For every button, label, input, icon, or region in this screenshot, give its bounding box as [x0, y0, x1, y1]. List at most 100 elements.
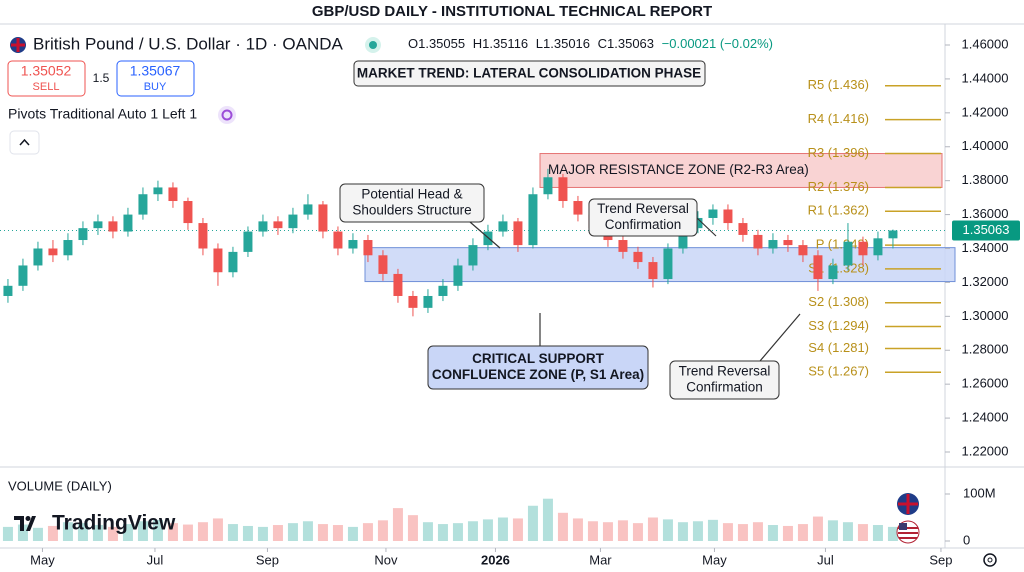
gb-flag-cross: [11, 38, 25, 52]
y-tick-label: 1.22000: [962, 443, 1009, 458]
annotation-text: CONFLUENCE ZONE (P, S1 Area): [432, 367, 644, 382]
candle-body: [333, 231, 343, 249]
annotation-box: [427, 345, 649, 390]
candle-body: [693, 217, 703, 229]
x-tick-label: Sep: [929, 552, 952, 567]
volume-bar: [332, 525, 343, 541]
market-trend-box: [353, 60, 706, 87]
volume-bar: [362, 523, 373, 541]
candle-body: [33, 248, 43, 266]
candle-body: [108, 221, 118, 232]
volume-bar: [782, 525, 793, 541]
pivot-label: S2 (1.308): [808, 294, 869, 309]
candle-body: [888, 230, 898, 239]
indicator-icon[interactable]: [218, 106, 236, 124]
candle-body: [408, 295, 418, 308]
ohlc-change: −0.00021 (−0.02%): [662, 36, 773, 51]
candle-body: [813, 255, 823, 280]
volume-bar: [662, 519, 673, 541]
volume-bar: [2, 526, 13, 541]
spread: 1.5: [93, 71, 110, 85]
volume-bar: [722, 523, 733, 541]
volume-bar: [737, 524, 748, 541]
candle-body: [798, 245, 808, 256]
settings-icon-center: [987, 557, 993, 563]
volume-bar: [182, 524, 193, 541]
candle-body: [213, 248, 223, 273]
logo-text[interactable]: TradingView: [52, 512, 176, 535]
x-tick-label: May: [702, 552, 727, 567]
y-tick-label: 1.34000: [962, 240, 1009, 255]
candle-body: [768, 240, 778, 249]
candle-body: [753, 234, 763, 249]
y-tick-label: 1.24000: [962, 410, 1009, 425]
ohlc-header: O1.35055 H1.35116 L1.35016 C1.35063 −0.0…: [408, 36, 773, 51]
candle-body: [393, 273, 403, 296]
candle-body: [708, 209, 718, 218]
volume-tick-label: 100M: [963, 485, 996, 500]
candle-body: [453, 265, 463, 286]
candle-body: [288, 214, 298, 229]
candle-body: [648, 262, 658, 280]
volume-bar: [887, 526, 898, 541]
candle-body: [663, 248, 673, 280]
candle-body: [123, 214, 133, 232]
pivot-label: R4 (1.416): [808, 111, 869, 126]
candle-body: [348, 240, 358, 249]
annotation-arrow: [759, 313, 801, 362]
candle-body: [498, 221, 508, 232]
candle-body: [738, 223, 748, 235]
volume-bar: [542, 498, 553, 541]
candle-body: [438, 285, 448, 296]
volume-bar: [152, 519, 163, 541]
y-tick-label: 1.38000: [962, 172, 1009, 187]
annotation-text: Trend Reversal: [679, 364, 771, 379]
volume-label: VOLUME (DAILY): [8, 478, 112, 493]
volume-bar: [392, 508, 403, 541]
volume-bar: [137, 521, 148, 541]
candle-body: [543, 177, 553, 195]
x-tick-label: Jul: [147, 552, 164, 567]
sell-price: 1.35052: [21, 63, 72, 79]
volume-bar: [602, 522, 613, 541]
resistance-zone-label: MAJOR RESISTANCE ZONE (R2-R3 Area): [548, 162, 809, 177]
collapse-button[interactable]: [9, 130, 40, 155]
indicator-label[interactable]: Pivots Traditional Auto 1 Left 1: [8, 106, 197, 122]
symbol-name[interactable]: British Pound / U.S. Dollar · 1D · OANDA: [33, 34, 344, 53]
buy-button[interactable]: [116, 60, 195, 97]
y-tick-label: 1.26000: [962, 376, 1009, 391]
last-price-label: 1.35063: [963, 222, 1010, 237]
gb-flag-small-cross: [898, 494, 918, 514]
x-tick-label: Mar: [589, 552, 612, 567]
candle-body: [378, 255, 388, 274]
candle-body: [558, 177, 568, 202]
volume-bar: [557, 512, 568, 541]
sell-label: SELL: [33, 81, 60, 93]
y-tick-label: 1.28000: [962, 342, 1009, 357]
candle-body: [18, 265, 28, 286]
y-tick-label: 1.44000: [962, 70, 1009, 85]
pivot-label: R5 (1.436): [808, 77, 869, 92]
market-trend: MARKET TREND: LATERAL CONSOLIDATION PHAS…: [357, 66, 701, 81]
volume-bar: [767, 525, 778, 541]
x-tick-label: Nov: [374, 552, 398, 567]
y-tick-label: 1.42000: [962, 104, 1009, 119]
pivot-label: S5 (1.267): [808, 364, 869, 379]
volume-bar: [452, 523, 463, 541]
logo-mark: [14, 516, 36, 531]
volume-bar: [797, 524, 808, 541]
volume-bar: [527, 505, 538, 541]
buy-price: 1.35067: [130, 63, 181, 79]
volume-bar: [872, 525, 883, 541]
y-tick-label: 1.30000: [962, 308, 1009, 323]
candle-body: [318, 204, 328, 232]
candle-body: [423, 295, 433, 308]
candle-body: [783, 240, 793, 246]
chart-title: GBP/USD DAILY - INSTITUTIONAL TECHNICAL …: [312, 3, 712, 20]
sell-button[interactable]: [7, 60, 86, 97]
volume-bar: [497, 517, 508, 541]
candle-body: [228, 251, 238, 273]
candle-body: [633, 251, 643, 263]
settings-icon[interactable]: [983, 553, 997, 567]
